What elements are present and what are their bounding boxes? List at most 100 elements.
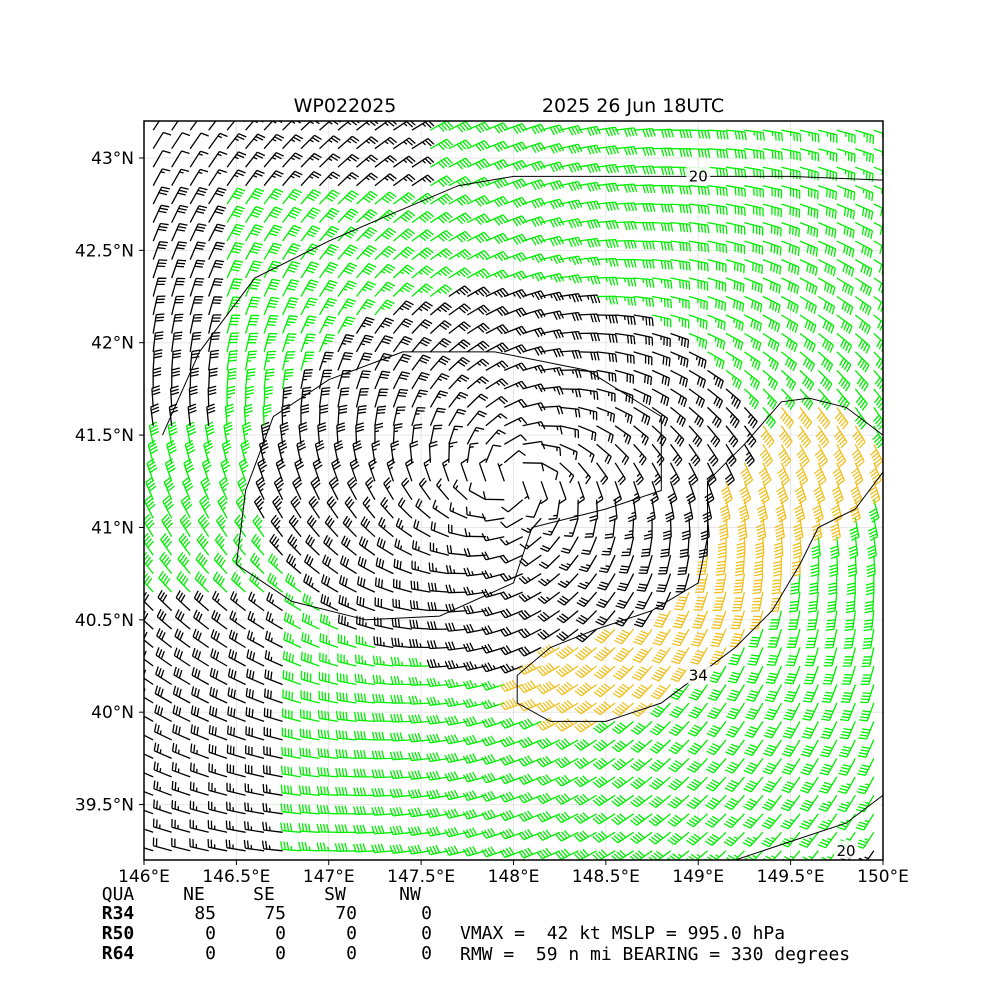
wind-barb: [596, 332, 618, 343]
wind-barb: [448, 374, 470, 390]
wind-barb: [229, 610, 246, 630]
wind-barb: [462, 808, 486, 820]
wind-barb: [781, 185, 801, 199]
wind-barb: [558, 554, 579, 571]
wind-barb: [268, 553, 284, 575]
wind-barb: [818, 794, 838, 812]
wind-barb: [171, 295, 185, 316]
wind-barb: [208, 169, 228, 187]
wind-barb: [463, 548, 486, 557]
wind-barb: [799, 240, 819, 257]
wind-barb: [780, 813, 801, 830]
wind-barb: [780, 794, 801, 812]
wind-barb: [787, 610, 801, 631]
wind-barb: [463, 605, 486, 615]
wind-barb: [851, 443, 865, 468]
wind-barb: [726, 702, 745, 720]
wind-barb: [448, 230, 472, 243]
wind-barb: [541, 124, 565, 136]
wind-barb: [232, 533, 247, 556]
wind-barb: [836, 203, 856, 220]
wind-barb: [152, 313, 165, 334]
wind-barb: [407, 751, 431, 762]
wind-barb: [799, 813, 819, 830]
wind-barb: [700, 518, 710, 541]
wind-barb: [707, 425, 721, 448]
wind-barb: [319, 189, 341, 205]
wind-barb: [288, 514, 302, 538]
wind-barb: [337, 334, 355, 353]
wind-barb: [669, 684, 690, 701]
wind-barb: [650, 684, 671, 700]
wind-barb: [448, 408, 467, 427]
wind-barb: [447, 524, 468, 538]
wind-barb: [799, 388, 814, 411]
wind-barb: [525, 499, 542, 518]
wind-barb: [355, 281, 376, 297]
wind-barb: [596, 462, 609, 485]
wind-barb: [444, 678, 468, 689]
wind-barb: [638, 555, 653, 575]
wind-barb: [854, 259, 873, 278]
wind-barb: [485, 324, 509, 335]
wind-barb: [592, 757, 616, 770]
wind-barb: [873, 277, 883, 294]
wind-barb: [183, 458, 195, 482]
wind-barb: [836, 369, 851, 392]
wind-barb: [651, 665, 672, 682]
wind-barb: [793, 499, 806, 523]
wind-barb: [337, 135, 360, 150]
wind-barb: [760, 425, 775, 449]
wind-barb: [573, 848, 597, 860]
wind-barb: [426, 807, 449, 819]
wind-barb: [832, 462, 845, 486]
wind-barb: [857, 758, 875, 777]
wind-barb: [341, 535, 357, 556]
wind-barb: [426, 752, 449, 763]
wind-barb: [196, 533, 210, 556]
wind-barb: [407, 825, 431, 836]
wind-barb: [260, 421, 271, 445]
wind-barb: [411, 336, 432, 353]
wind-barb: [392, 246, 415, 261]
wind-barb: [223, 421, 233, 445]
wind-barb: [670, 647, 690, 665]
wind-barb: [873, 333, 883, 352]
wind-barb: [743, 776, 764, 793]
wind-barb: [633, 351, 653, 366]
wind-barb: [397, 497, 413, 519]
wind-barb: [401, 477, 413, 501]
wind-barb: [208, 150, 228, 168]
wind-barb: [821, 684, 838, 703]
wind-barb: [284, 592, 302, 612]
wind-barb: [213, 552, 228, 575]
wind-barb: [688, 203, 710, 215]
wind-barb: [504, 307, 528, 318]
wind-barb: [318, 261, 339, 279]
wind-barb: [300, 404, 310, 426]
wind-barb: [744, 739, 764, 757]
wind-barb: [355, 316, 375, 334]
wind-barb: [264, 650, 283, 667]
wind-barb: [171, 818, 191, 833]
wind-barb: [555, 848, 579, 860]
wind-barb: [300, 297, 318, 316]
wind-barb: [707, 166, 729, 178]
wind-barb: [746, 665, 764, 684]
wind-barb: [372, 655, 394, 667]
wind-barb: [855, 185, 874, 201]
wind-barb: [708, 665, 727, 684]
wind-barb: [593, 664, 616, 680]
wind-barb: [355, 370, 371, 390]
wind-barb: [855, 813, 875, 831]
x-tick-label: 146°E: [118, 867, 170, 887]
wind-barb: [781, 850, 801, 860]
wind-barb: [781, 166, 801, 180]
wind-barb: [799, 185, 819, 200]
wind-barb: [631, 684, 653, 699]
wind-barb: [194, 571, 210, 593]
wind-barb: [537, 681, 561, 695]
wind-barb: [191, 667, 210, 686]
wind-barb: [742, 850, 764, 860]
wind-barb: [263, 133, 285, 150]
